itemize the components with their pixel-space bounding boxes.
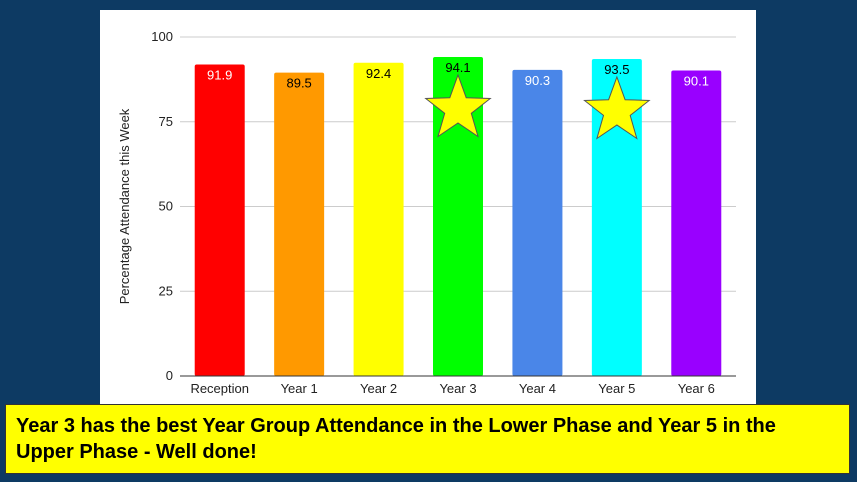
- bar-year-2: [353, 62, 404, 376]
- caption-text: Year 3 has the best Year Group Attendanc…: [16, 415, 776, 463]
- y-tick-label: 25: [159, 283, 173, 298]
- x-tick-label: Year 4: [519, 381, 556, 396]
- x-tick-label: Year 5: [598, 381, 635, 396]
- value-label: 92.4: [366, 66, 391, 81]
- y-axis-ticks: 0 25 50 75 100: [151, 29, 173, 383]
- bar-year-4: [512, 69, 563, 376]
- y-axis-label: Percentage Attendance this Week: [117, 108, 132, 304]
- x-tick-label: Year 3: [439, 381, 476, 396]
- x-tick-label: Year 2: [360, 381, 397, 396]
- x-tick-label: Year 1: [281, 381, 318, 396]
- bar-year-6: [671, 70, 722, 376]
- bars: [194, 57, 722, 377]
- y-tick-label: 100: [151, 29, 173, 44]
- stars: [424, 73, 651, 140]
- value-labels: 91.9 89.5 92.4 94.1 90.3 93.5 90.1: [207, 60, 709, 91]
- y-tick-label: 75: [159, 114, 173, 129]
- star-icon: [583, 75, 651, 140]
- bar-year-3: [433, 57, 483, 376]
- x-axis-ticks: Reception Year 1 Year 2 Year 3 Year 4 Year 5 Y…: [190, 381, 714, 396]
- value-label: 94.1: [445, 60, 470, 75]
- value-label: 89.5: [286, 76, 311, 91]
- value-label: 90.1: [684, 74, 709, 89]
- y-tick-label: 50: [159, 199, 173, 214]
- star-icon: [424, 73, 492, 138]
- value-label: 93.5: [604, 62, 629, 77]
- caption-banner: Year 3 has the best Year Group Attendanc…: [5, 404, 850, 474]
- x-tick-label: Reception: [190, 381, 249, 396]
- chart-panel: 0 25 50 75 100 91.9 89.5 92.4 94.1 90.3 93.5 90.1 …: [100, 10, 756, 404]
- x-tick-label: Year 6: [678, 381, 715, 396]
- bar-year-5: [591, 59, 642, 376]
- value-label: 90.3: [525, 73, 550, 88]
- y-tick-label: 0: [166, 368, 173, 383]
- value-label: 91.9: [207, 67, 232, 82]
- bar-year-1: [274, 72, 325, 376]
- bar-reception: [194, 64, 245, 377]
